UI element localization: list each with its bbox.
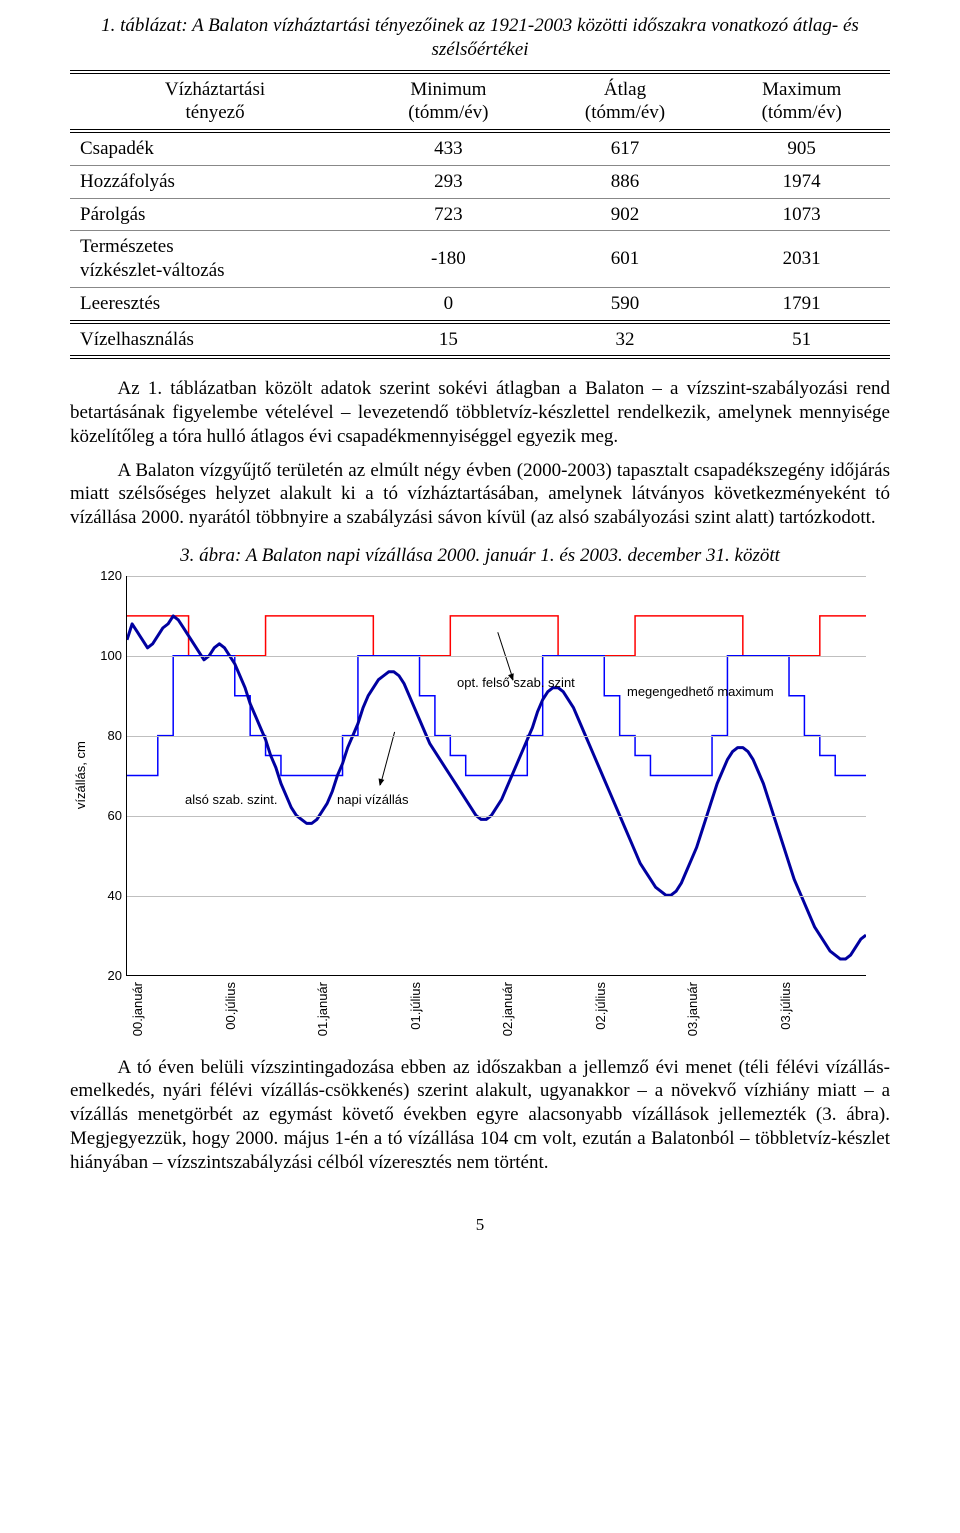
x-tick-label: 00.január	[130, 982, 146, 1036]
x-axis-ticks: 00.január 00.július 01.január 01.július 02.j…	[126, 976, 866, 1046]
y-tick-label: 120	[100, 567, 122, 583]
table-row: Hozzáfolyás2938861974	[70, 165, 890, 198]
cell-min: 15	[360, 322, 537, 358]
y-axis-ticks: 20406080100120	[92, 576, 126, 976]
x-tick-label: 02.július	[593, 982, 609, 1030]
annot-daily-level: napi vízállás	[337, 792, 409, 808]
cell-max: 2031	[713, 231, 890, 288]
header-text: (tómm/év)	[585, 102, 665, 123]
col-header-min: Minimum (tómm/év)	[360, 72, 537, 132]
plot-area: alsó szab. szint. napi vízállás opt. fel…	[126, 576, 866, 976]
cell-max: 905	[713, 131, 890, 165]
table-row: Párolgás7239021073	[70, 198, 890, 231]
y-tick-label: 20	[108, 967, 122, 983]
cell-avg: 32	[537, 322, 714, 358]
cell-label: Hozzáfolyás	[70, 165, 360, 198]
cell-avg: 902	[537, 198, 714, 231]
header-text: Minimum	[410, 79, 486, 100]
cell-label: Leeresztés	[70, 287, 360, 321]
annot-text: opt. felső szab. szint	[457, 675, 575, 690]
gridline	[127, 736, 866, 737]
cell-avg: 601	[537, 231, 714, 288]
y-axis-label-text: vízállás, cm	[73, 742, 89, 810]
cell-min: 0	[360, 287, 537, 321]
water-level-chart: vízállás, cm 20406080100120 alsó szab. s…	[70, 576, 890, 1046]
col-header-factor: Vízháztartási tényező	[70, 72, 360, 132]
table-caption: 1. táblázat: A Balaton vízháztartási tén…	[70, 14, 890, 62]
y-axis-label: vízállás, cm	[70, 576, 92, 976]
gridline	[127, 656, 866, 657]
x-tick-label: 02.január	[500, 982, 516, 1036]
header-text: tényező	[185, 102, 244, 123]
paragraph-3: A tó éven belüli vízszintingadozása ebbe…	[70, 1056, 890, 1175]
data-table: Vízháztartási tényező Minimum (tómm/év) …	[70, 70, 890, 360]
x-tick-label: 03.január	[685, 982, 701, 1036]
cell-label: Vízelhasználás	[70, 322, 360, 358]
header-text: Vízháztartási	[165, 79, 265, 100]
cell-min: 433	[360, 131, 537, 165]
cell-min: -180	[360, 231, 537, 288]
table-row: Leeresztés05901791	[70, 287, 890, 321]
cell-label: Párolgás	[70, 198, 360, 231]
cell-min: 293	[360, 165, 537, 198]
cell-max: 1073	[713, 198, 890, 231]
paragraph-1: Az 1. táblázatban közölt adatok szerint …	[70, 377, 890, 448]
header-text: (tómm/év)	[762, 102, 842, 123]
gridline	[127, 896, 866, 897]
header-text: Maximum	[762, 79, 841, 100]
y-tick-label: 60	[108, 807, 122, 823]
x-tick-label: 01.január	[315, 982, 331, 1036]
cell-min: 723	[360, 198, 537, 231]
cell-label: Természetesvízkészlet-változás	[70, 231, 360, 288]
y-tick-label: 40	[108, 887, 122, 903]
cell-max: 1974	[713, 165, 890, 198]
x-tick-label: 01.július	[408, 982, 424, 1030]
annot-max: megengedhető maximum	[627, 684, 774, 700]
cell-label: Csapadék	[70, 131, 360, 165]
cell-avg: 590	[537, 287, 714, 321]
paragraph-2: A Balaton vízgyűjtő területén az elmúlt …	[70, 459, 890, 530]
cell-max: 51	[713, 322, 890, 358]
header-text: (tómm/év)	[408, 102, 488, 123]
y-tick-label: 80	[108, 727, 122, 743]
table-row: Csapadék433617905	[70, 131, 890, 165]
table-row: Vízelhasználás153251	[70, 322, 890, 358]
x-tick-label: 03.július	[778, 982, 794, 1030]
table-row: Természetesvízkészlet-változás-180601203…	[70, 231, 890, 288]
annot-upper-level: opt. felső szab. szint	[457, 676, 575, 690]
page-number: 5	[70, 1214, 890, 1235]
cell-avg: 617	[537, 131, 714, 165]
header-text: Átlag	[604, 79, 646, 100]
gridline	[127, 576, 866, 577]
x-tick-label: 00.július	[223, 982, 239, 1030]
cell-max: 1791	[713, 287, 890, 321]
figure-caption: 3. ábra: A Balaton napi vízállása 2000. …	[70, 544, 890, 568]
cell-avg: 886	[537, 165, 714, 198]
annot-lower-level: alsó szab. szint.	[185, 792, 278, 808]
col-header-avg: Átlag (tómm/év)	[537, 72, 714, 132]
gridline	[127, 816, 866, 817]
y-tick-label: 100	[100, 647, 122, 663]
col-header-max: Maximum (tómm/év)	[713, 72, 890, 132]
